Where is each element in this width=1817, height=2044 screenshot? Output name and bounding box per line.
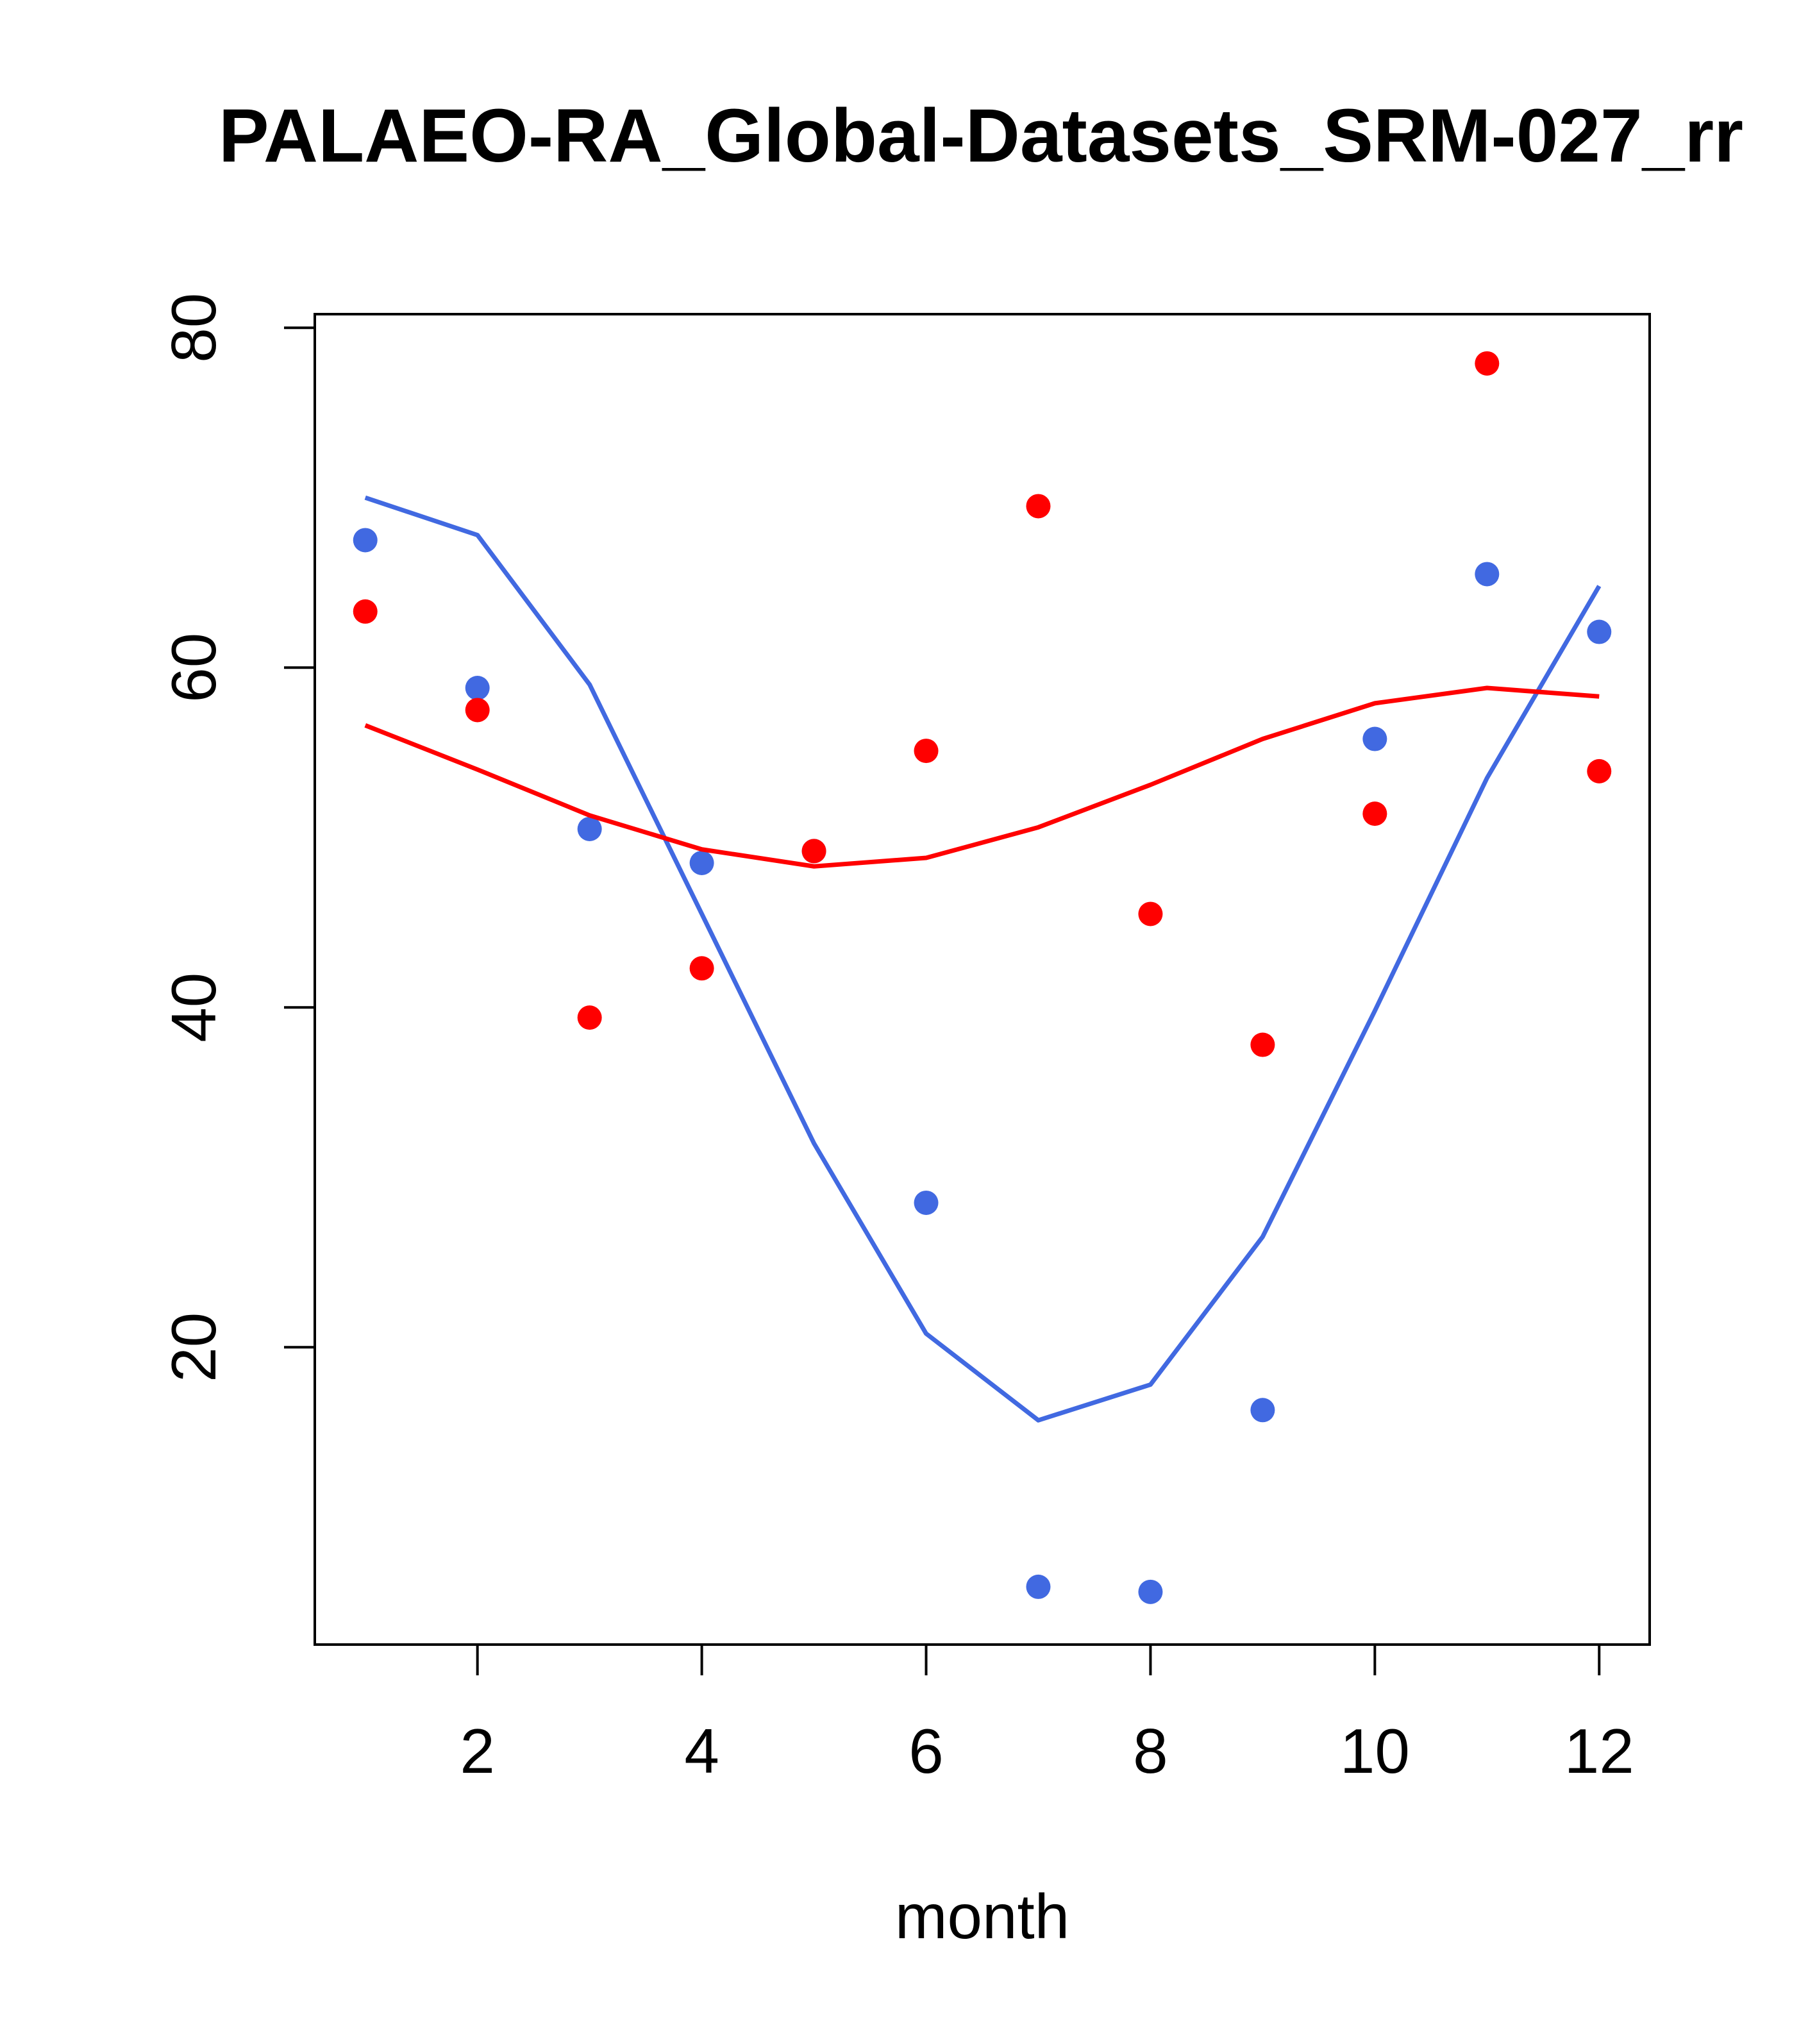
series-blue-points	[353, 528, 1612, 1604]
data-point	[1250, 1398, 1275, 1423]
series-line	[364, 495, 1602, 1423]
x-axis: 2 4 6 8 10 12	[460, 1643, 1634, 1786]
data-point	[914, 739, 939, 764]
data-point	[1026, 494, 1051, 519]
data-point	[577, 816, 602, 841]
series-blue-line	[364, 495, 1602, 1423]
series-line	[364, 685, 1600, 869]
chart-title: PALAEO-RA_Global-Datasets_SRM-027_rr	[219, 94, 1743, 178]
y-tick-label: 40	[158, 973, 229, 1043]
x-tick-label: 6	[908, 1716, 944, 1786]
x-tick-label: 8	[1133, 1716, 1168, 1786]
x-tick-label: 4	[684, 1716, 719, 1786]
data-point	[353, 528, 378, 553]
data-point	[1475, 351, 1500, 376]
data-point	[689, 956, 714, 981]
series-red-points	[353, 351, 1612, 1057]
data-point	[801, 839, 826, 864]
y-tick-label: 80	[158, 293, 229, 363]
x-tick-label: 10	[1340, 1716, 1410, 1786]
data-point	[465, 676, 490, 701]
data-point	[689, 850, 714, 875]
data-point	[577, 1005, 602, 1030]
data-point	[1362, 726, 1387, 751]
x-axis-label: month	[895, 1881, 1069, 1952]
series-layer	[353, 351, 1612, 1604]
y-tick-label: 20	[158, 1312, 229, 1382]
y-axis: 20 40 60 80	[158, 293, 316, 1382]
plot-frame	[314, 313, 1651, 1646]
data-point	[353, 599, 378, 624]
data-point	[465, 698, 490, 723]
data-point	[1138, 1579, 1163, 1604]
x-tick-label: 12	[1564, 1716, 1634, 1786]
data-point	[1587, 619, 1612, 644]
y-tick-label: 60	[158, 633, 229, 703]
data-point	[1362, 801, 1387, 826]
data-point	[1587, 758, 1612, 783]
data-point	[1138, 901, 1163, 926]
x-tick-label: 2	[460, 1716, 495, 1786]
data-point	[914, 1190, 939, 1215]
data-point	[1026, 1574, 1051, 1599]
series-red-line	[364, 685, 1600, 869]
data-point	[1250, 1032, 1275, 1057]
data-point	[1475, 562, 1500, 587]
